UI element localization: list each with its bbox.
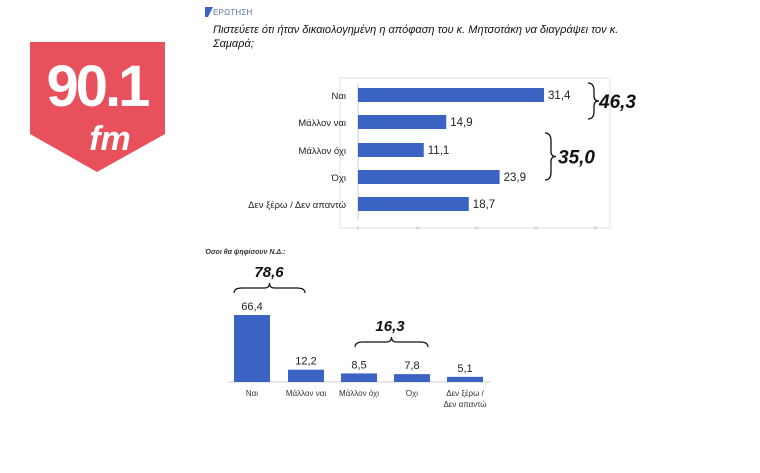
bottom-bar [447,376,483,382]
brand-label: ΕΡΩΤΗΣΗ [213,8,253,17]
bottom-annotation-label: 16,3 [375,318,405,335]
bottom-bar-value: 66,4 [241,301,262,313]
top-bar [358,197,469,211]
brand-mark-icon [205,7,213,17]
top-category-label: Όχι [331,173,346,184]
bottom-category-label: Ναι [246,389,258,398]
top-brace [544,132,557,181]
bottom-bar [288,369,324,382]
top-bar [358,143,424,157]
logo-shape [30,42,165,172]
top-category-label: Ναι [332,91,346,102]
bottom-category-label: Όχι [405,389,418,398]
bottom-bar [341,373,377,382]
subgroup-title: Όσοι θα ψηφίσουν Ν.Δ.: [205,249,286,256]
top-annotation-label: 46,3 [598,92,636,113]
bottom-category-label: Μάλλον ναι [286,389,326,398]
top-bar-value: 18,7 [473,199,495,211]
bottom-brace [354,336,429,348]
bottom-category-label: Δεν απαντώ [443,400,486,409]
logo-number: 90.1 [47,54,150,119]
top-tick-label: 30 [534,225,539,230]
top-bar [358,115,447,129]
radio-logo: 90.1 fm [30,42,165,172]
top-brace [587,82,600,120]
top-tick-label: 40 [593,225,598,230]
top-tick-label: 20 [474,225,479,230]
bottom-bar-value: 5,1 [457,363,472,375]
bottom-bar [394,374,430,382]
top-bar-value: 31,4 [548,90,571,102]
top-category-label: Δεν ξέρω / Δεν απαντώ [248,200,346,211]
top-bar-value: 14,9 [450,117,472,129]
top-bar [358,170,500,184]
top-tick-label: 10 [415,225,420,230]
top-bar-value: 23,9 [504,172,526,184]
bottom-category-label: Μάλλον όχι [339,389,379,398]
question-title: Πιστεύετε ότι ήταν δικαιολογημένη η απόφ… [213,24,619,50]
bottom-bar-value: 8,5 [351,359,366,371]
bottom-bar-value: 12,2 [295,356,316,368]
bottom-bar-value: 7,8 [404,360,419,372]
bottom-category-label: Δεν ξέρω / [446,389,484,398]
bottom-brace [233,282,306,294]
logo-suffix: fm [89,120,131,158]
top-category-label: Μάλλον όχι [298,146,346,157]
top-bar [358,88,545,102]
top-tick-label: 0 [357,225,360,230]
bottom-bar [234,315,270,382]
top-annotation-label: 35,0 [558,148,595,169]
top-chart-frame [339,77,611,229]
top-bar-value: 11,1 [428,145,450,157]
top-category-label: Μάλλον ναι [298,118,346,129]
bottom-annotation-label: 78,6 [254,264,284,281]
